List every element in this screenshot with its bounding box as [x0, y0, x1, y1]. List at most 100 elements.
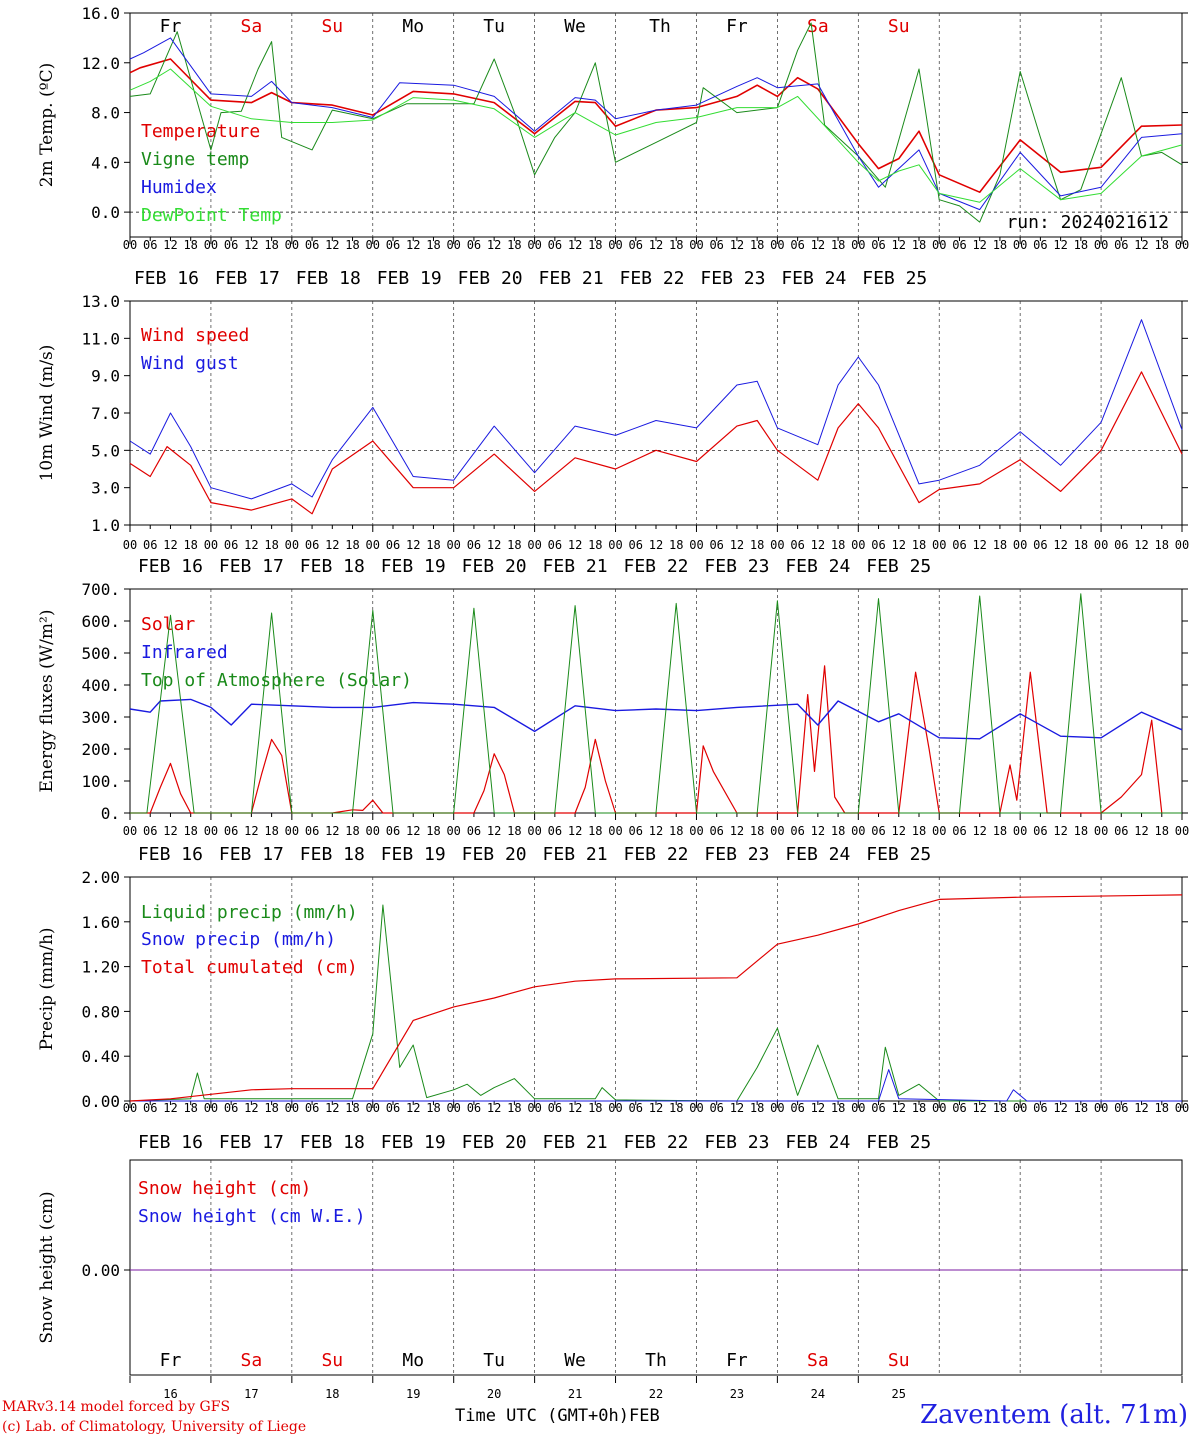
legend-entry: Snow precip (mm/h): [141, 929, 336, 950]
x-tick-label: 12: [487, 238, 501, 252]
x-tick-label: 06: [143, 824, 157, 838]
series-line-wind-speed: [129, 371, 1183, 515]
legend-entry: Solar: [141, 614, 195, 635]
x-tick-label: 18: [1155, 238, 1169, 252]
x-tick-label: 00: [1094, 1101, 1108, 1115]
x-tick-label: 12: [244, 1101, 258, 1115]
x-tick-label: 00: [1175, 238, 1189, 252]
x-tick-label: 00: [1013, 538, 1027, 552]
bottom-day-number: 23: [730, 1387, 744, 1401]
x-tick-label: 12: [972, 1101, 986, 1115]
x-tick-label: 06: [224, 238, 238, 252]
bottom-weekday-label: Mo: [402, 1350, 424, 1371]
x-tick-label: 06: [952, 1101, 966, 1115]
x-tick-label: 00: [1013, 824, 1027, 838]
x-tick-label: 00: [770, 238, 784, 252]
x-tick-label: 00: [527, 1101, 541, 1115]
x-tick-label: 18: [426, 824, 440, 838]
y-tick-label: 0.: [101, 804, 120, 823]
y-tick-label: 4.0: [91, 153, 120, 172]
x-tick-label: 06: [1033, 538, 1047, 552]
x-tick-label: 06: [1033, 824, 1047, 838]
x-tick-label: 12: [730, 538, 744, 552]
date-label: FEB 25: [866, 1132, 931, 1153]
y-axis-label: Precip (mm/h): [37, 927, 57, 1050]
x-tick-label: 00: [285, 538, 299, 552]
x-tick-label: 18: [669, 238, 683, 252]
x-tick-label: 18: [993, 238, 1007, 252]
series-line-vigne-temp: [129, 22, 1183, 223]
weekday-label: Su: [888, 16, 910, 37]
weekday-label: We: [564, 16, 586, 37]
x-tick-label: 12: [325, 824, 339, 838]
y-tick-label: 1.0: [91, 516, 120, 535]
weekday-label: Sa: [807, 16, 829, 37]
x-tick-label: 18: [507, 538, 521, 552]
date-label: FEB 24: [785, 556, 850, 577]
x-tick-label: 00: [446, 824, 460, 838]
x-tick-label: 18: [264, 824, 278, 838]
x-tick-label: 06: [629, 824, 643, 838]
x-tick-label: 12: [811, 238, 825, 252]
y-tick-label: 600.: [81, 612, 120, 631]
x-tick-label: 06: [548, 238, 562, 252]
footer-model-credit: MARv3.14 model forced by GFS: [2, 1399, 231, 1415]
legend-entry: DewPoint Temp: [141, 205, 282, 226]
x-tick-label: 06: [548, 824, 562, 838]
x-tick-label: 18: [183, 538, 197, 552]
x-tick-label: 12: [892, 538, 906, 552]
x-tick-label: 06: [871, 824, 885, 838]
x-tick-label: 18: [588, 538, 602, 552]
x-tick-label: 00: [285, 238, 299, 252]
x-tick-label: 18: [993, 824, 1007, 838]
x-tick-label: 00: [1175, 1101, 1189, 1115]
y-tick-label: 0.0: [91, 203, 120, 222]
x-tick-label: 00: [366, 538, 380, 552]
x-tick-label: 06: [1033, 238, 1047, 252]
bottom-day-number: 21: [568, 1387, 582, 1401]
x-tick-label: 00: [1094, 824, 1108, 838]
legend-entry: Snow height (cm W.E.): [138, 1206, 366, 1227]
date-label: FEB 16: [138, 556, 203, 577]
date-label: FEB 21: [543, 556, 608, 577]
series-line-liquid-precip-mm-h-: [129, 904, 1182, 1102]
y-tick-label: 100.: [81, 772, 120, 791]
bottom-weekday-label: Su: [321, 1350, 343, 1371]
date-label: FEB 19: [381, 1132, 446, 1153]
bottom-day-number: 22: [649, 1387, 663, 1401]
x-tick-label: 06: [467, 238, 481, 252]
x-tick-label: 18: [831, 1101, 845, 1115]
weekday-label: Th: [649, 16, 671, 37]
x-tick-label: 06: [629, 538, 643, 552]
series-line-temperature: [129, 58, 1183, 193]
x-tick-label: 12: [811, 824, 825, 838]
date-label: FEB 25: [862, 268, 927, 289]
date-label: FEB 20: [462, 844, 527, 865]
series-line-top-of-atmosphere-solar-: [130, 593, 1182, 814]
x-tick-label: 00: [527, 538, 541, 552]
x-tick-label: 06: [467, 824, 481, 838]
x-tick-label: 18: [507, 238, 521, 252]
legend-entry: Liquid precip (mm/h): [141, 902, 358, 923]
x-tick-label: 00: [366, 238, 380, 252]
date-label: FEB 16: [138, 844, 203, 865]
weekday-label: Fr: [160, 16, 182, 37]
y-tick-label: 13.0: [81, 292, 120, 311]
x-tick-label: 18: [183, 238, 197, 252]
x-tick-label: 12: [244, 538, 258, 552]
x-tick-label: 18: [183, 1101, 197, 1115]
y-tick-label: 5.0: [91, 441, 120, 460]
x-tick-label: 12: [649, 538, 663, 552]
x-tick-label: 00: [851, 238, 865, 252]
x-tick-label: 12: [163, 538, 177, 552]
x-tick-label: 00: [123, 824, 137, 838]
series-line-wind-gust: [129, 319, 1183, 500]
x-tick-label: 18: [264, 238, 278, 252]
x-tick-label: 12: [163, 1101, 177, 1115]
month-label: FEB: [629, 1406, 660, 1426]
x-tick-label: 12: [1134, 238, 1148, 252]
x-tick-label: 06: [386, 538, 400, 552]
x-tick-label: 12: [406, 824, 420, 838]
y-tick-label: 0.40: [81, 1047, 120, 1066]
x-tick-label: 00: [608, 538, 622, 552]
